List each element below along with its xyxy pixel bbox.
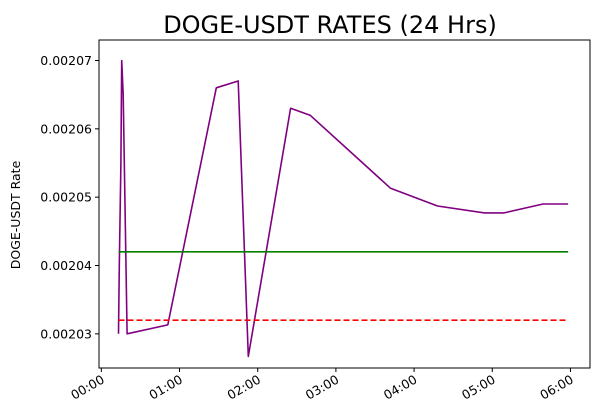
x-tick-label: 05:00 (459, 372, 498, 403)
y-tick-label: 0.00207 (40, 53, 92, 68)
plot-frame (98, 39, 591, 369)
y-axis-label: DOGE-USDT Rate (8, 160, 23, 269)
x-tick-label: 03:00 (303, 372, 342, 403)
series-line-0 (117, 59, 569, 358)
x-tick-label: 02:00 (225, 372, 264, 403)
y-tick-label: 0.00205 (40, 190, 92, 205)
y-tick-label: 0.00206 (40, 121, 92, 136)
y-tick-label: 0.00203 (40, 326, 92, 341)
chart-title: DOGE-USDT RATES (24 Hrs) (163, 11, 497, 39)
x-tick-label: 04:00 (381, 372, 420, 403)
x-tick-label: 00:00 (68, 372, 107, 403)
y-tick-label: 0.00204 (40, 258, 92, 273)
plot-area: 0.00203 0.00204 0.00205 0.00206 0.00207 00:00… (40, 39, 591, 403)
x-tick-label: 01:00 (146, 372, 185, 403)
x-tick-label: 06:00 (537, 372, 576, 403)
